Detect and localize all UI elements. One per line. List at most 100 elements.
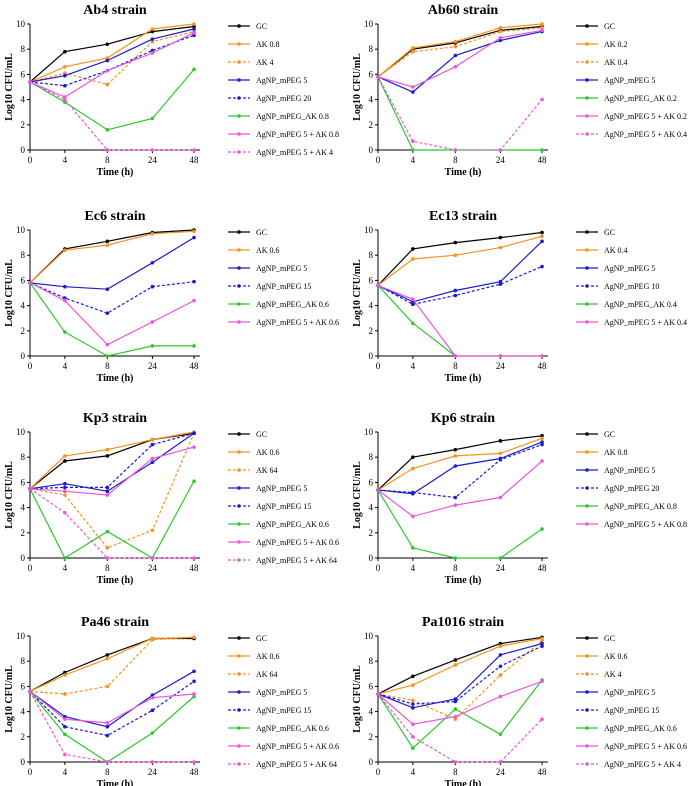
legend-label: AgNP_mPEG 5 + AK 4 <box>256 148 333 157</box>
data-point <box>150 27 155 31</box>
data-point <box>150 460 155 465</box>
data-point <box>411 297 415 302</box>
data-point <box>498 235 503 240</box>
x-tick-label: 48 <box>538 155 548 165</box>
x-tick-label: 48 <box>190 563 200 573</box>
data-point <box>453 556 458 560</box>
legend-label: AgNP_mPEG 5 + AK 0.8 <box>604 520 687 529</box>
legend-marker <box>237 690 241 694</box>
legend-marker <box>585 132 589 136</box>
data-point <box>376 692 380 696</box>
x-tick-label: 24 <box>496 361 506 371</box>
legend-label: AgNP_mPEG 5 <box>256 264 307 273</box>
y-tick-label: 10 <box>16 631 26 641</box>
x-tick-label: 8 <box>453 563 458 573</box>
series-line <box>29 69 195 131</box>
data-point <box>150 442 155 447</box>
legend-marker <box>237 114 241 118</box>
x-tick-label: 24 <box>148 563 158 573</box>
data-point <box>63 485 67 490</box>
legend-marker <box>585 248 589 252</box>
data-point <box>411 90 415 94</box>
data-point <box>63 673 67 677</box>
data-point <box>453 288 458 293</box>
data-point <box>453 240 458 245</box>
legend-label: GC <box>604 22 615 31</box>
legend-marker <box>237 654 241 658</box>
y-tick-label: 10 <box>364 19 374 29</box>
x-tick-label: 48 <box>190 155 200 165</box>
legend-label: AgNP_mPEG 5 <box>604 466 655 475</box>
y-tick-label: 0 <box>369 351 374 361</box>
legend-label: AgNP_mPEG 5 + AK 0.4 <box>604 130 687 139</box>
y-tick-label: 6 <box>21 275 26 285</box>
y-tick-label: 4 <box>21 95 26 105</box>
data-point <box>105 287 110 292</box>
data-point <box>540 679 544 684</box>
data-point <box>150 37 155 41</box>
data-point <box>105 489 110 494</box>
data-point <box>411 466 415 471</box>
legend-marker <box>585 672 589 676</box>
data-point <box>540 639 544 643</box>
y-tick-label: 8 <box>21 452 26 462</box>
y-tick-label: 10 <box>16 427 26 437</box>
legend-label: GC <box>604 430 615 439</box>
data-point <box>453 148 458 152</box>
data-point <box>192 67 196 72</box>
data-point <box>453 39 458 44</box>
data-point <box>150 437 155 442</box>
data-point <box>453 714 458 719</box>
legend-label: GC <box>256 430 267 439</box>
series-line <box>29 637 194 692</box>
legend-marker <box>237 558 241 562</box>
series-line <box>29 282 195 346</box>
x-axis-title: Time (h) <box>445 575 482 586</box>
y-tick-label: 8 <box>369 44 374 54</box>
series-line <box>377 645 543 705</box>
series-line <box>377 240 543 303</box>
data-point <box>105 148 110 152</box>
data-point <box>453 464 458 468</box>
data-point <box>411 46 415 50</box>
data-point <box>411 514 415 519</box>
x-tick-label: 48 <box>190 361 200 371</box>
y-tick-label: 8 <box>369 250 374 260</box>
legend-label: AgNP_mPEG 5 + AK 0.2 <box>604 112 687 121</box>
data-point <box>453 495 458 500</box>
panel-title: Kp6 strain <box>431 411 495 426</box>
panel-title: Kp3 strain <box>83 411 147 426</box>
data-point <box>63 510 67 515</box>
data-point <box>150 284 155 289</box>
legend-marker <box>585 432 589 436</box>
data-point <box>63 284 67 289</box>
data-point <box>411 49 415 54</box>
data-point <box>411 735 415 739</box>
y-tick-label: 0 <box>369 757 374 767</box>
data-point <box>498 457 503 462</box>
y-tick-label: 6 <box>21 69 26 79</box>
x-tick-label: 4 <box>411 155 416 165</box>
series-line <box>377 640 543 720</box>
y-tick-label: 8 <box>369 656 374 666</box>
x-axis-title: Time (h) <box>445 779 482 786</box>
data-point <box>192 760 196 764</box>
legend-label: AK 0.4 <box>604 246 628 255</box>
data-point <box>63 298 67 303</box>
legend-label: AK 0.6 <box>256 652 280 661</box>
legend-label: AgNP_mPEG_AK 0.6 <box>256 300 329 309</box>
y-tick-label: 0 <box>369 145 374 155</box>
data-point <box>192 229 196 234</box>
data-point <box>498 451 503 456</box>
data-point <box>453 253 458 257</box>
legend-marker <box>237 284 241 288</box>
legend-marker <box>585 42 589 46</box>
series-line <box>29 432 195 490</box>
data-point <box>192 298 196 303</box>
series-line <box>29 480 195 559</box>
series-line <box>377 284 542 357</box>
y-tick-label: 10 <box>364 427 374 437</box>
legend-label: AgNP_mPEG 20 <box>604 484 659 493</box>
